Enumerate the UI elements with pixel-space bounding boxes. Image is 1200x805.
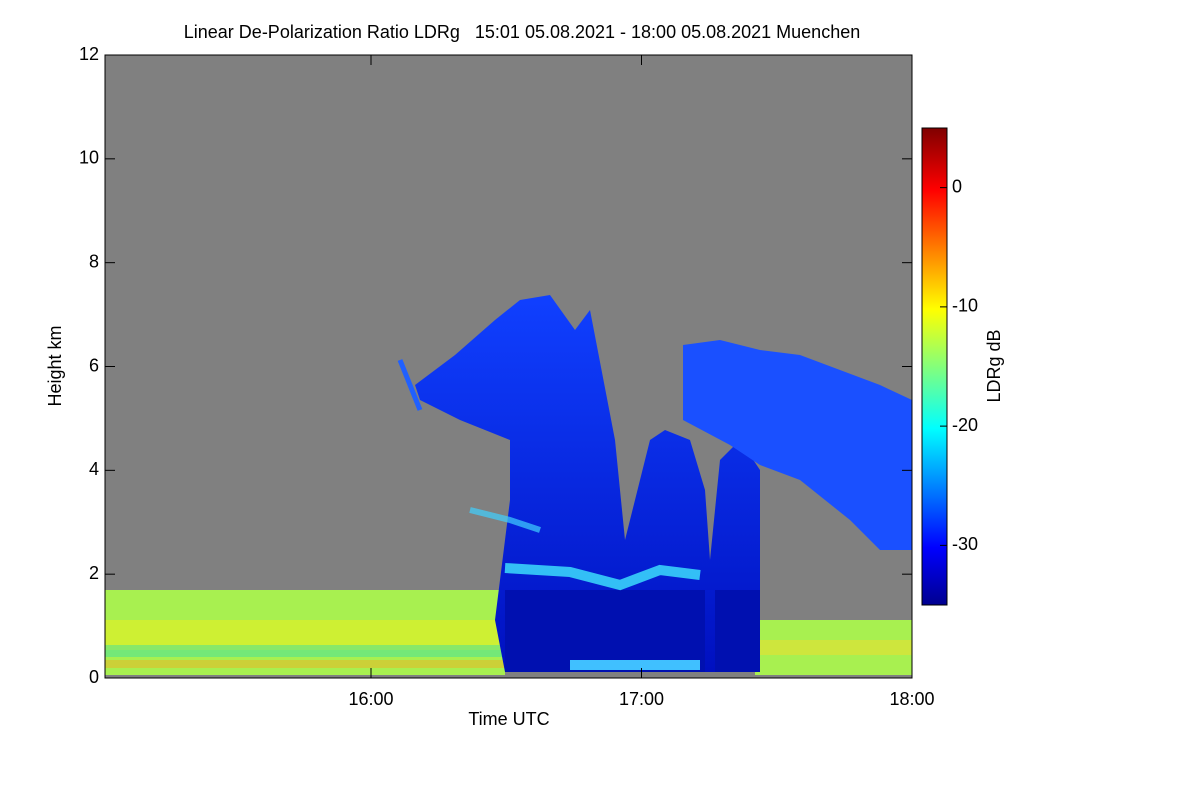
y-tick-label: 4 (89, 459, 99, 479)
chart-title: Linear De-Polarization Ratio LDRg 15:01 … (184, 22, 860, 42)
y-tick-label: 8 (89, 251, 99, 271)
y-axis-label: Height km (45, 325, 65, 406)
colorbar-tick-label: -20 (952, 415, 978, 435)
colorbar-tick-label: -10 (952, 296, 978, 316)
x-tick-label: 16:00 (348, 689, 393, 709)
colorbar (921, 127, 948, 606)
colorbar-label: LDRg dB (984, 329, 1004, 402)
y-tick-label: 0 (89, 667, 99, 687)
y-tick-label: 2 (89, 563, 99, 583)
y-tick-label: 10 (79, 148, 99, 168)
x-axis-label: Time UTC (468, 709, 549, 729)
x-tick-label: 18:00 (889, 689, 934, 709)
y-tick-label: 12 (79, 44, 99, 64)
colorbar-tick-label: -30 (952, 534, 978, 554)
colorbar-tick-label: 0 (952, 176, 962, 196)
y-tick-label: 6 (89, 355, 99, 375)
x-tick-label: 17:00 (619, 689, 664, 709)
heatmap-field (105, 55, 912, 678)
